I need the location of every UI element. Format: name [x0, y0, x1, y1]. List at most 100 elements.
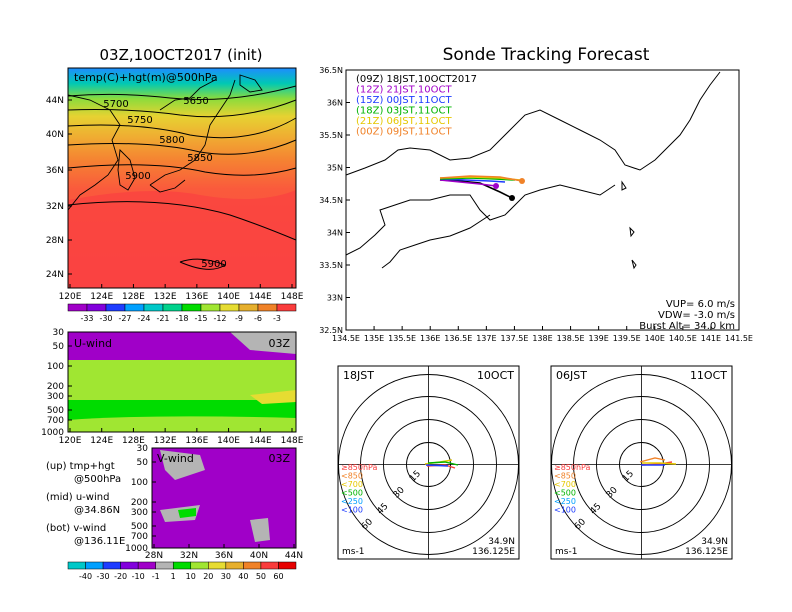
- lon-tick-label: 124E: [90, 436, 113, 446]
- contour-label: 5650: [183, 96, 208, 107]
- hodo-lon: 136.125E: [685, 547, 728, 557]
- hodo-level: <250: [554, 497, 576, 506]
- hodo-lon: 136.125E: [472, 547, 515, 557]
- temp-colorbar: -33 -30 -27 -24 -21 -18 -15 -12 -9 -6 -3: [67, 303, 297, 323]
- hodo-level: <850: [554, 472, 576, 481]
- lat-tick-label: 35.5N: [319, 131, 343, 140]
- colorbar-label: 10: [186, 572, 196, 581]
- pressure-tick-label: 100: [47, 362, 64, 372]
- left-map-title: 03Z,10OCT2017 (init): [99, 46, 262, 64]
- colorbar-label: -20: [114, 572, 127, 581]
- colorbar-label: 30: [221, 572, 231, 581]
- pressure-tick-label: 500: [131, 522, 148, 532]
- pressure-tick-label: 500: [47, 406, 64, 416]
- note-up: (up) tmp+hgt: [46, 461, 115, 472]
- hodo-level: <100: [341, 506, 363, 515]
- colorbar-label: -21: [156, 314, 169, 323]
- colorbar-label: -33: [80, 314, 93, 323]
- colorbar-swatch: [85, 561, 104, 570]
- colorbar-swatch: [278, 561, 297, 570]
- hodo-units: ms-1: [555, 547, 577, 557]
- lat-tick-label: 40N: [46, 130, 64, 140]
- lon-tick-label: 144E: [249, 436, 272, 446]
- colorbar-label: -24: [137, 314, 150, 323]
- contour-label: 5700: [103, 99, 128, 110]
- wind-colorbar: -40 -30 -20 -10 -1 1 10 20 30 40 50 60: [67, 561, 297, 581]
- lon-tick-label: 124E: [90, 292, 113, 302]
- track-coastlines: [345, 71, 721, 270]
- lon-tick-label: 134.5E: [332, 334, 360, 343]
- hodo-level: ≥850hPa: [554, 463, 591, 472]
- lat-tick-label: 33.5N: [319, 261, 343, 270]
- pressure-tick-label: 700: [47, 416, 64, 426]
- note-bot-level: @136.11E: [74, 536, 125, 547]
- colorbar-label: -30: [97, 572, 110, 581]
- hodo-time: 06JST: [556, 369, 587, 382]
- pressure-tick-label: 50: [53, 342, 65, 352]
- lat-tick-label: 24N: [46, 270, 64, 280]
- lon-tick-label: 140.5E: [669, 334, 697, 343]
- colorbar-swatch: [200, 303, 221, 312]
- colorbar-swatch: [124, 303, 145, 312]
- hodo-trace: [639, 457, 666, 463]
- colorbar-label: 60: [273, 572, 283, 581]
- lon-tick-label: 132E: [154, 436, 177, 446]
- colorbar-label: -12: [213, 314, 226, 323]
- lon-tick-label: 136E: [185, 292, 208, 302]
- lat-tick-label: 44N: [46, 96, 64, 106]
- lat-tick-label: 32N: [180, 551, 198, 561]
- pressure-tick-label: 30: [137, 444, 149, 454]
- hodo-lat: 34.9N: [488, 537, 515, 547]
- u-wind-label: U-wind: [74, 337, 112, 350]
- lon-tick-label: 136E: [185, 436, 208, 446]
- track-ticks: 36.5N 36N 35.5N 35N 34.5N 34N 33.5N 33N 32.5N134…: [319, 66, 753, 343]
- hodo-trace: [425, 464, 449, 467]
- lon-tick-label: 139E: [588, 334, 608, 343]
- lon-tick-label: 120E: [59, 292, 82, 302]
- u-wind-low: [68, 400, 296, 420]
- lat-tick-label: 28N: [145, 551, 163, 561]
- lat-tick-label: 28N: [46, 236, 64, 246]
- lon-tick-label: 144E: [249, 292, 272, 302]
- note-up-level: @500hPa: [74, 474, 121, 485]
- contour-label: 5900: [125, 171, 150, 182]
- track-18z: [439, 177, 516, 181]
- pressure-tick-label: 1000: [41, 428, 64, 438]
- hodo-time: 18JST: [343, 369, 374, 382]
- v-wind-green: [178, 508, 196, 518]
- end-marker: [509, 195, 515, 201]
- contour-label: 5800: [159, 135, 184, 146]
- track-15z: [439, 178, 506, 183]
- contour-label: 5750: [127, 115, 152, 126]
- hodo-lat: 34.9N: [701, 537, 728, 547]
- lon-tick-label: 138.5E: [557, 334, 585, 343]
- colorbar-label: -6: [254, 314, 262, 323]
- lon-tick-label: 139.5E: [613, 334, 641, 343]
- lon-tick-label: 132E: [154, 292, 177, 302]
- pressure-tick-label: 1000: [125, 544, 148, 554]
- v-wind-gray: [160, 450, 205, 480]
- lon-tick-label: 120E: [59, 436, 82, 446]
- colorbar-swatch: [190, 561, 209, 570]
- height-contours: [67, 85, 297, 270]
- lat-tick-label: 35N: [327, 164, 343, 173]
- legend-entry: (12Z) 21JST,10OCT: [356, 85, 452, 96]
- colorbar-label: -18: [175, 314, 188, 323]
- lat-tick-label: 36.5N: [319, 66, 343, 75]
- colorbar-swatch: [172, 561, 192, 570]
- hodo-trace: [427, 461, 459, 466]
- v-wind-gray: [250, 518, 270, 542]
- param-vdw: VDW= -3.0 m/s: [658, 310, 735, 321]
- track-map: Sonde Tracking Forecast (09Z) 18JST,10OC…: [319, 45, 753, 343]
- colorbar-swatch: [155, 561, 174, 570]
- pressure-tick-label: 200: [47, 382, 64, 392]
- lon-tick-label: 141E: [701, 334, 721, 343]
- hodo-trace: [642, 462, 677, 465]
- colorbar-label: -9: [235, 314, 243, 323]
- legend-entry: (18Z) 03JST,11OCT: [356, 106, 452, 117]
- lon-tick-label: 140E: [645, 334, 665, 343]
